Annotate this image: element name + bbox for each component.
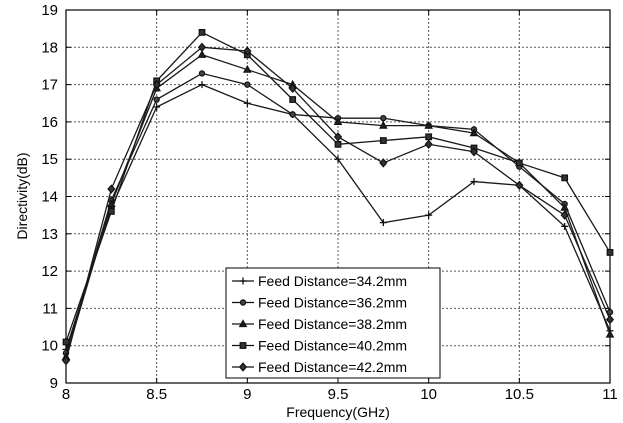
data-point	[239, 299, 247, 306]
data-point	[289, 111, 296, 118]
data-point	[153, 103, 161, 111]
y-tick-label: 17	[41, 77, 58, 94]
data-point	[424, 139, 433, 149]
legend-label: Feed Distance=42.2mm	[258, 359, 407, 375]
legend-item: Feed Distance=40.2mm	[232, 338, 407, 354]
data-point	[333, 117, 343, 126]
data-point	[425, 211, 433, 219]
legend-item: Feed Distance=36.2mm	[232, 295, 407, 311]
data-point	[198, 70, 206, 77]
y-tick-label: 16	[41, 114, 58, 131]
x-tick-label: 10	[420, 386, 437, 403]
y-tick-label: 19	[41, 2, 58, 19]
legend-item: Feed Distance=42.2mm	[232, 359, 407, 375]
data-point	[515, 180, 524, 191]
y-tick-label: 18	[41, 39, 58, 56]
data-point	[561, 222, 569, 230]
data-point	[62, 338, 70, 346]
data-point	[243, 99, 251, 107]
data-point	[152, 79, 161, 90]
legend-box	[225, 267, 441, 379]
data-point	[379, 137, 387, 144]
legend: Feed Distance=34.2mm Feed Distance=36.2mm…	[225, 267, 441, 379]
data-point	[239, 277, 247, 285]
legend-label: Feed Distance=40.2mm	[258, 338, 407, 354]
data-point	[244, 81, 251, 88]
y-tick-label: 14	[41, 189, 58, 206]
tick-layer: 8 8.5 9 9.5 10 10.5 11 9 10 11 12 13 14 15 16 17 18 19	[41, 2, 617, 403]
data-point	[153, 96, 160, 103]
y-tick-label: 10	[41, 338, 58, 355]
data-point	[469, 147, 479, 157]
data-point	[379, 158, 388, 168]
data-point	[605, 314, 615, 325]
data-point	[238, 362, 248, 372]
data-point	[197, 42, 207, 53]
data-point	[379, 120, 388, 129]
data-point	[61, 355, 71, 366]
data-point	[289, 96, 297, 103]
legend-item: Feed Distance=38.2mm	[232, 316, 407, 332]
data-point	[470, 178, 478, 186]
data-point	[424, 120, 433, 129]
y-tick-label: 9	[50, 375, 58, 392]
y-tick-label: 13	[41, 226, 58, 243]
data-point	[334, 140, 342, 148]
x-tick-label: 9.5	[328, 386, 349, 403]
legend-label: Feed Distance=34.2mm	[258, 273, 407, 289]
y-axis-label: Directivity(dB)	[14, 152, 30, 239]
data-point	[560, 210, 569, 220]
legend-item: Feed Distance=34.2mm	[232, 273, 407, 289]
data-point	[425, 133, 433, 141]
data-point	[605, 329, 615, 338]
data-point	[107, 184, 116, 194]
data-point	[243, 64, 252, 73]
data-point	[107, 208, 115, 215]
data-point	[380, 114, 387, 122]
y-tick-label: 15	[41, 151, 58, 168]
data-point	[469, 128, 479, 137]
data-point	[243, 46, 252, 56]
legend-label: Feed Distance=38.2mm	[258, 316, 407, 332]
data-point	[334, 155, 342, 163]
data-point	[198, 81, 206, 89]
data-point	[197, 50, 207, 58]
data-point	[379, 219, 387, 227]
x-tick-label: 8.5	[146, 386, 167, 403]
data-point	[561, 174, 569, 182]
x-axis-label: Frequency(GHz)	[286, 404, 389, 420]
legend-label: Feed Distance=36.2mm	[258, 295, 407, 311]
x-tick-label: 9	[243, 386, 251, 403]
data-point	[239, 342, 247, 349]
data-point	[198, 28, 206, 36]
x-tick-label: 11	[602, 386, 618, 403]
data-point	[560, 202, 569, 211]
series-5	[61, 42, 615, 366]
data-point	[288, 83, 297, 94]
data-point	[606, 249, 614, 256]
x-tick-label: 8	[62, 386, 70, 403]
y-tick-label: 12	[41, 263, 58, 280]
data-point	[515, 159, 523, 167]
y-tick-label: 11	[42, 300, 58, 317]
x-tick-label: 10.5	[505, 386, 534, 403]
series-layer	[61, 28, 615, 366]
data-point	[333, 132, 343, 142]
data-point	[238, 319, 248, 328]
